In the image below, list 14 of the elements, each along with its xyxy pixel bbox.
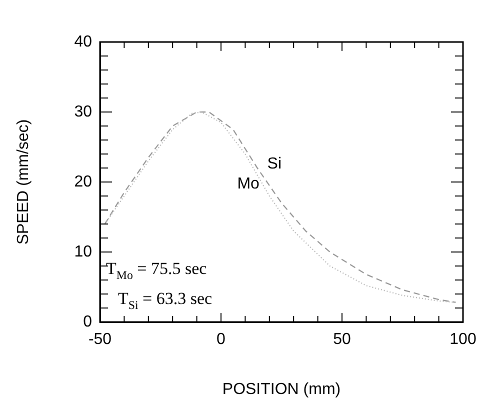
y-axis-title: SPEED (mm/sec) — [15, 119, 32, 245]
y-tick-label: 40 — [74, 33, 92, 50]
y-tick-label: 10 — [74, 243, 92, 260]
x-tick-label: 0 — [216, 331, 226, 348]
x-tick-label: -50 — [88, 331, 112, 348]
series-label: Mo — [237, 175, 260, 192]
x-axis-title: POSITION (mm) — [222, 380, 341, 398]
y-tick-label: 0 — [83, 313, 92, 330]
line-series — [104, 111, 456, 303]
y-tick-label: 20 — [74, 173, 92, 190]
y-tick-label: 30 — [74, 103, 92, 120]
x-tick-label: 100 — [450, 331, 476, 348]
series-label: Si — [267, 155, 282, 172]
x-tick-label: 50 — [333, 331, 351, 348]
